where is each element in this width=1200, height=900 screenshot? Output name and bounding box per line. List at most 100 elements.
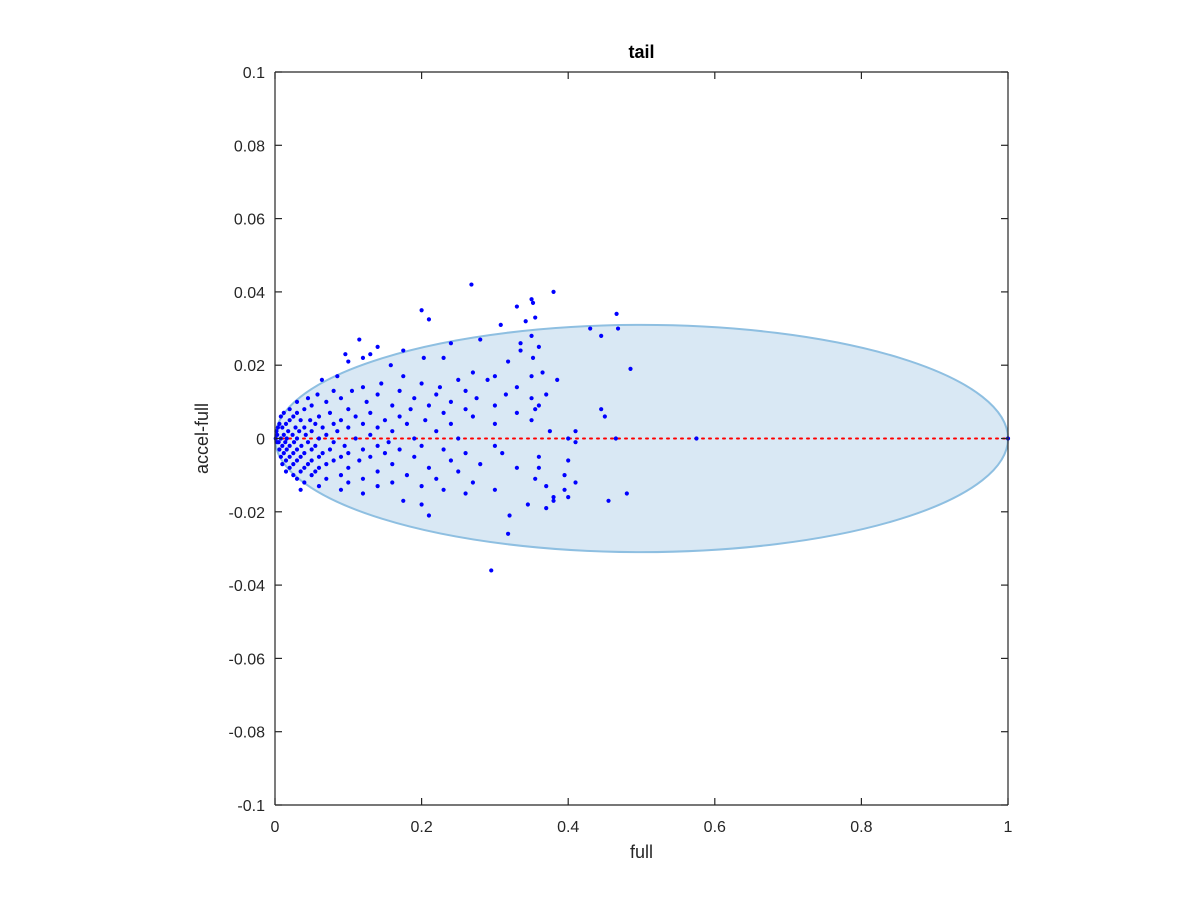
data-point bbox=[293, 425, 298, 430]
data-point bbox=[303, 432, 308, 437]
data-point bbox=[298, 454, 303, 459]
data-point bbox=[456, 469, 461, 474]
data-point bbox=[309, 458, 314, 463]
data-point bbox=[309, 447, 314, 452]
data-point bbox=[379, 381, 384, 386]
data-point bbox=[615, 326, 621, 331]
data-point bbox=[441, 410, 446, 415]
data-point bbox=[390, 462, 395, 467]
data-point bbox=[441, 487, 446, 492]
data-point bbox=[316, 454, 322, 459]
data-point bbox=[291, 462, 296, 467]
data-point bbox=[390, 429, 395, 434]
data-point bbox=[346, 465, 351, 470]
data-point bbox=[283, 469, 289, 474]
data-point bbox=[412, 454, 417, 459]
data-point bbox=[566, 495, 571, 500]
data-point bbox=[485, 377, 490, 382]
data-point bbox=[419, 443, 424, 448]
data-point bbox=[397, 388, 402, 393]
data-point bbox=[566, 458, 571, 463]
data-point bbox=[503, 392, 508, 397]
data-point bbox=[284, 447, 289, 452]
data-point bbox=[364, 399, 369, 404]
data-point bbox=[514, 304, 519, 309]
data-point bbox=[302, 465, 307, 470]
data-point bbox=[588, 326, 593, 331]
data-point bbox=[492, 421, 497, 426]
data-point bbox=[456, 436, 461, 441]
data-point bbox=[324, 462, 329, 467]
data-point bbox=[470, 370, 476, 375]
data-point bbox=[298, 487, 303, 492]
data-point bbox=[463, 388, 468, 393]
data-point bbox=[518, 348, 523, 353]
data-point bbox=[346, 480, 351, 485]
data-point bbox=[324, 476, 329, 481]
data-point bbox=[305, 462, 311, 467]
data-point bbox=[302, 425, 307, 430]
data-point bbox=[602, 414, 607, 419]
data-point bbox=[448, 341, 454, 346]
data-point bbox=[343, 352, 348, 357]
data-point bbox=[401, 498, 406, 503]
data-point bbox=[573, 440, 578, 445]
data-point bbox=[298, 469, 303, 474]
x-tick-label: 0.4 bbox=[557, 819, 579, 836]
data-point bbox=[338, 454, 344, 459]
data-point bbox=[404, 421, 410, 426]
data-point bbox=[338, 487, 344, 492]
data-point bbox=[434, 476, 439, 481]
data-point bbox=[316, 484, 322, 489]
data-point bbox=[514, 465, 519, 470]
data-point bbox=[419, 502, 424, 507]
x-tick-label: 0.8 bbox=[850, 819, 872, 836]
data-point bbox=[523, 319, 528, 324]
data-point bbox=[566, 436, 571, 441]
data-point bbox=[283, 421, 289, 426]
data-point bbox=[316, 465, 322, 470]
data-point bbox=[278, 454, 283, 459]
data-point bbox=[551, 289, 556, 294]
data-point bbox=[353, 436, 358, 441]
data-point bbox=[401, 374, 406, 379]
data-point bbox=[426, 403, 432, 408]
data-point bbox=[327, 410, 333, 415]
data-point bbox=[287, 407, 292, 412]
data-point bbox=[562, 487, 567, 492]
data-point bbox=[397, 447, 402, 452]
data-point bbox=[463, 407, 468, 412]
data-point bbox=[357, 458, 362, 463]
data-point bbox=[421, 355, 426, 360]
data-point bbox=[331, 458, 336, 463]
data-point bbox=[573, 480, 578, 485]
data-point bbox=[518, 341, 523, 346]
y-tick-label: 0.1 bbox=[243, 65, 265, 82]
data-point bbox=[360, 447, 366, 452]
data-point bbox=[404, 473, 410, 478]
plot-area bbox=[273, 282, 1011, 573]
data-point bbox=[412, 396, 417, 401]
data-point bbox=[331, 388, 336, 393]
data-point bbox=[297, 429, 302, 434]
data-point bbox=[331, 421, 336, 426]
data-point bbox=[319, 377, 325, 382]
data-point bbox=[291, 414, 296, 419]
x-tick-label: 1 bbox=[1004, 819, 1013, 836]
data-point bbox=[342, 443, 347, 448]
data-point bbox=[368, 410, 373, 415]
x-tick-label: 0.6 bbox=[704, 819, 726, 836]
data-point bbox=[353, 414, 358, 419]
data-point bbox=[599, 333, 604, 338]
data-point bbox=[529, 374, 534, 379]
data-point bbox=[544, 506, 549, 511]
data-point bbox=[419, 484, 424, 489]
data-point bbox=[280, 425, 285, 430]
data-point bbox=[536, 344, 541, 349]
data-point bbox=[525, 502, 530, 507]
data-point bbox=[507, 513, 512, 518]
data-point bbox=[529, 297, 534, 302]
y-tick-label: -0.08 bbox=[229, 725, 266, 742]
data-point bbox=[338, 418, 344, 423]
data-point bbox=[349, 388, 355, 393]
